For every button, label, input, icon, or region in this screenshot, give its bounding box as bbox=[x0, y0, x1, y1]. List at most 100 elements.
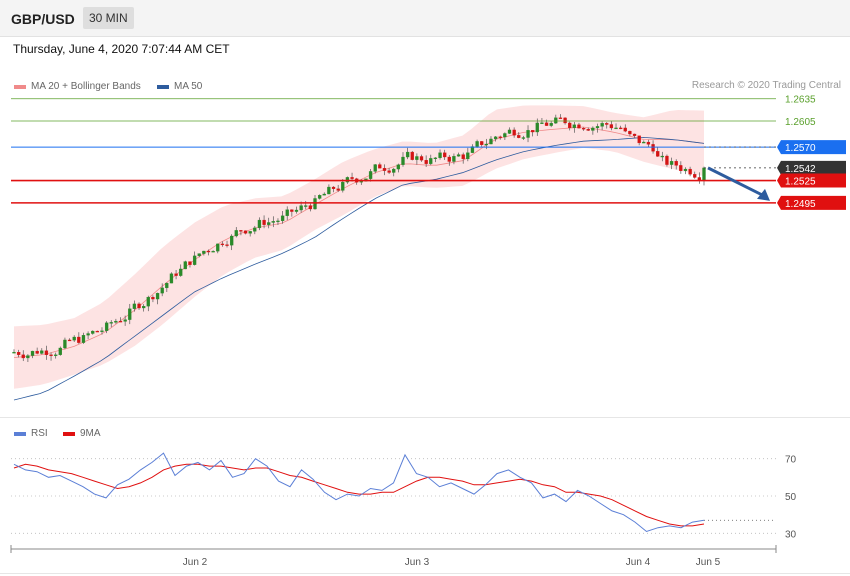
candle-body bbox=[49, 354, 53, 356]
candle-body bbox=[526, 130, 530, 138]
panel-divider bbox=[0, 417, 850, 418]
candle-body bbox=[174, 273, 178, 276]
candle-body bbox=[549, 122, 553, 126]
candle-body bbox=[16, 352, 21, 355]
candle-body bbox=[373, 164, 377, 172]
timestamp: Thursday, June 4, 2020 7:07:44 AM CET bbox=[13, 42, 230, 56]
candle-body bbox=[331, 186, 336, 189]
legend-9ma: 9MA bbox=[63, 428, 101, 439]
candle-body bbox=[507, 129, 512, 134]
candle-body bbox=[429, 158, 433, 164]
level-label-1.2542: 1.2542 bbox=[785, 164, 816, 175]
candle-body bbox=[378, 164, 382, 169]
rsi-tick-label: 70 bbox=[785, 455, 797, 466]
candle-body bbox=[40, 350, 44, 354]
candle-body bbox=[290, 209, 294, 212]
candle-body bbox=[165, 282, 169, 289]
level-label-1.2525: 1.2525 bbox=[785, 177, 816, 188]
ma50-line bbox=[13, 136, 705, 401]
candle-body bbox=[498, 136, 502, 138]
level-label-1.2635: 1.2635 bbox=[785, 95, 816, 106]
candle-body bbox=[67, 339, 72, 342]
candle-body bbox=[614, 127, 618, 130]
candle-body bbox=[415, 156, 419, 160]
candle-body bbox=[438, 152, 442, 159]
candle-body bbox=[605, 123, 609, 125]
legend-rsi: RSI bbox=[14, 428, 48, 439]
candle-body bbox=[679, 165, 683, 171]
candle-body bbox=[220, 243, 225, 246]
research-credit: Research © 2020 Trading Central bbox=[691, 80, 841, 91]
candle-body bbox=[299, 205, 303, 211]
candle-body bbox=[424, 160, 428, 164]
ma50-legend-label: MA 50 bbox=[174, 81, 203, 92]
candle-body bbox=[91, 330, 95, 334]
candle-body bbox=[623, 127, 627, 132]
candle-body bbox=[132, 303, 137, 309]
ma50-swatch bbox=[157, 84, 169, 89]
candle-body bbox=[225, 244, 229, 246]
candle-body bbox=[77, 336, 81, 343]
candle-body bbox=[54, 354, 58, 356]
candle-body bbox=[646, 141, 651, 145]
candle-body bbox=[294, 209, 299, 212]
candle-body bbox=[123, 319, 127, 322]
candle-body bbox=[531, 130, 535, 133]
candle-body bbox=[271, 221, 275, 223]
rsi-swatch bbox=[14, 431, 26, 436]
candle-body bbox=[447, 156, 451, 162]
level-tag-1.2525 bbox=[777, 173, 846, 188]
ma9-swatch bbox=[63, 431, 75, 436]
candle-body bbox=[387, 170, 391, 173]
candle-body bbox=[206, 250, 211, 253]
candle-body bbox=[656, 151, 660, 157]
timeframe-button[interactable]: 30 MIN bbox=[83, 7, 134, 29]
candle-body bbox=[285, 209, 289, 216]
rsi-tick-label: 30 bbox=[785, 529, 797, 540]
candle-body bbox=[95, 330, 100, 333]
level-label-1.2570: 1.2570 bbox=[785, 143, 816, 154]
candle-body bbox=[544, 122, 549, 126]
bottom-border bbox=[0, 573, 850, 574]
candle-body bbox=[586, 129, 590, 131]
candle-body bbox=[637, 135, 641, 144]
symbol-title: GBP/USD bbox=[11, 11, 75, 27]
candle-body bbox=[493, 136, 498, 140]
candle-body bbox=[618, 127, 623, 130]
candle-body bbox=[535, 122, 539, 133]
candle-body bbox=[30, 350, 35, 356]
candle-body bbox=[197, 253, 201, 257]
ma20-legend-label: MA 20 + Bollinger Bands bbox=[31, 81, 141, 92]
candle-body bbox=[642, 141, 646, 144]
candle-body bbox=[489, 138, 493, 145]
candle-body bbox=[183, 261, 187, 270]
x-tick-label: Jun 4 bbox=[626, 557, 651, 568]
ma9-legend-label: 9MA bbox=[80, 428, 101, 439]
candle-body bbox=[169, 273, 174, 284]
candle-body bbox=[665, 155, 669, 165]
candle-body bbox=[104, 322, 109, 331]
legend-ma20: MA 20 + Bollinger Bands bbox=[14, 81, 141, 92]
candle-body bbox=[517, 135, 521, 138]
candle-body bbox=[669, 161, 674, 165]
candle-body bbox=[128, 308, 132, 320]
candle-body bbox=[317, 195, 322, 199]
candle-body bbox=[405, 151, 410, 158]
candle-body bbox=[100, 330, 104, 332]
candle-body bbox=[322, 193, 326, 196]
candle-body bbox=[688, 168, 692, 175]
candle-body bbox=[572, 124, 576, 129]
candle-body bbox=[35, 350, 39, 354]
candle-body bbox=[558, 117, 563, 119]
bollinger-band bbox=[14, 105, 704, 389]
candle-body bbox=[683, 168, 688, 171]
candle-body bbox=[470, 146, 475, 153]
candle-body bbox=[118, 320, 123, 323]
candle-body bbox=[512, 129, 516, 136]
candle-body bbox=[591, 127, 595, 131]
candle-body bbox=[466, 152, 470, 160]
candle-body bbox=[327, 186, 331, 195]
candle-body bbox=[503, 133, 507, 138]
rsi-9ma-line bbox=[13, 463, 705, 527]
